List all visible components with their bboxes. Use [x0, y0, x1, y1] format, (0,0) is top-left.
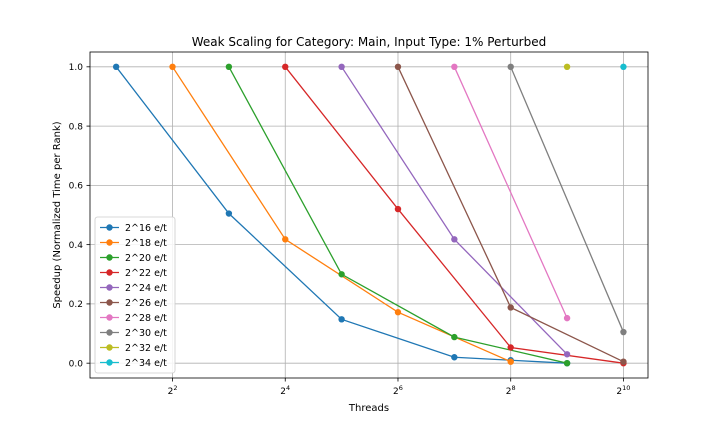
legend-swatch-marker — [106, 239, 113, 246]
data-point — [451, 236, 458, 243]
y-tick-label: 0.4 — [69, 241, 84, 251]
series-0 — [112, 63, 571, 367]
x-tick-label: 24 — [280, 384, 290, 397]
legend-label: 2^28 e/t — [125, 313, 167, 324]
data-point — [225, 63, 233, 71]
series-9 — [620, 63, 627, 71]
y-axis-label: Speedup (Normalized Time per Rank) — [52, 121, 63, 308]
data-point — [620, 358, 627, 365]
legend-label: 2^34 e/t — [125, 358, 167, 369]
legend-item: 2^22 e/t — [100, 268, 167, 279]
legend-swatch-marker — [106, 329, 113, 336]
series-6 — [451, 63, 571, 322]
x-tick-label: 28 — [506, 384, 516, 397]
legend-label: 2^22 e/t — [125, 268, 167, 279]
data-point — [169, 63, 176, 71]
legend-item: 2^26 e/t — [100, 298, 167, 309]
legend-box — [94, 216, 176, 374]
legend-item: 2^30 e/t — [100, 328, 167, 339]
legend-label: 2^24 e/t — [125, 283, 167, 294]
data-point — [338, 63, 345, 71]
legend-label: 2^18 e/t — [125, 238, 167, 249]
chart-title: Weak Scaling for Category: Main, Input T… — [192, 35, 546, 49]
series-4 — [338, 63, 571, 358]
legend-swatch-marker — [106, 314, 113, 321]
legend-swatch-marker — [106, 269, 113, 276]
data-point — [451, 354, 458, 361]
y-tick-label: 0.0 — [69, 359, 84, 369]
data-point — [394, 205, 402, 213]
grid — [90, 52, 648, 378]
legend-item: 2^16 e/t — [100, 223, 167, 234]
data-point — [451, 333, 458, 341]
data-point — [338, 271, 345, 278]
series-3 — [282, 63, 627, 367]
x-tick-label: 210 — [616, 384, 630, 397]
data-point — [507, 358, 514, 365]
data-point — [112, 63, 120, 71]
data-point — [563, 314, 571, 322]
legend-label: 2^20 e/t — [125, 253, 167, 264]
data-point — [394, 309, 402, 316]
legend-item: 2^24 e/t — [100, 283, 167, 294]
data-point — [282, 63, 289, 71]
series-line — [115, 66, 568, 364]
series-line — [453, 66, 568, 319]
legend-swatch-marker — [106, 284, 113, 291]
series-5 — [394, 63, 627, 365]
series-line — [510, 66, 625, 333]
legend-item: 2^18 e/t — [100, 238, 167, 249]
y-tick-label: 0.6 — [69, 182, 84, 192]
y-tick-label: 0.2 — [69, 300, 83, 310]
data-point — [563, 359, 571, 367]
data-point — [225, 210, 233, 217]
legend-label: 2^30 e/t — [125, 328, 167, 339]
legend-label: 2^16 e/t — [125, 223, 167, 234]
legend-swatch-marker — [106, 344, 113, 351]
series-line — [341, 66, 568, 355]
data-point — [338, 316, 345, 323]
plot-frame — [89, 51, 649, 379]
legend-item: 2^34 e/t — [100, 358, 167, 369]
x-tick-label: 26 — [393, 384, 403, 397]
x-axis-label: Threads — [348, 403, 389, 414]
data-point — [451, 63, 458, 71]
legend-item: 2^20 e/t — [100, 253, 167, 264]
x-tick-label: 22 — [168, 384, 178, 397]
y-tick-label: 1.0 — [69, 63, 84, 73]
legend-swatch-marker — [106, 224, 113, 231]
legend-label: 2^32 e/t — [125, 343, 167, 354]
series-layer — [112, 63, 627, 367]
series-8 — [563, 63, 571, 71]
data-point — [563, 351, 571, 358]
legend-swatch-marker — [106, 359, 113, 366]
series-7 — [507, 63, 627, 336]
legend-swatch-marker — [106, 254, 113, 261]
data-point — [620, 63, 627, 71]
legend: 2^16 e/t 2^18 e/t 2^20 e/t 2^22 e/t 2^24 e/t… — [94, 216, 176, 374]
data-point — [507, 304, 514, 311]
legend-label: 2^26 e/t — [125, 298, 167, 309]
ticks: 22 24 26 28 210 0.0 0.2 0.4 0.6 0.8 1.0 — [69, 63, 631, 397]
data-point — [620, 328, 627, 336]
data-point — [563, 63, 571, 71]
data-point — [507, 344, 514, 351]
data-point — [507, 63, 514, 71]
series-line — [284, 66, 624, 364]
y-tick-label: 0.8 — [69, 122, 84, 132]
data-point — [282, 236, 289, 243]
legend-item: 2^32 e/t — [100, 343, 167, 354]
legend-swatch-marker — [106, 299, 113, 306]
data-point — [394, 63, 402, 71]
legend-item: 2^28 e/t — [100, 313, 167, 324]
